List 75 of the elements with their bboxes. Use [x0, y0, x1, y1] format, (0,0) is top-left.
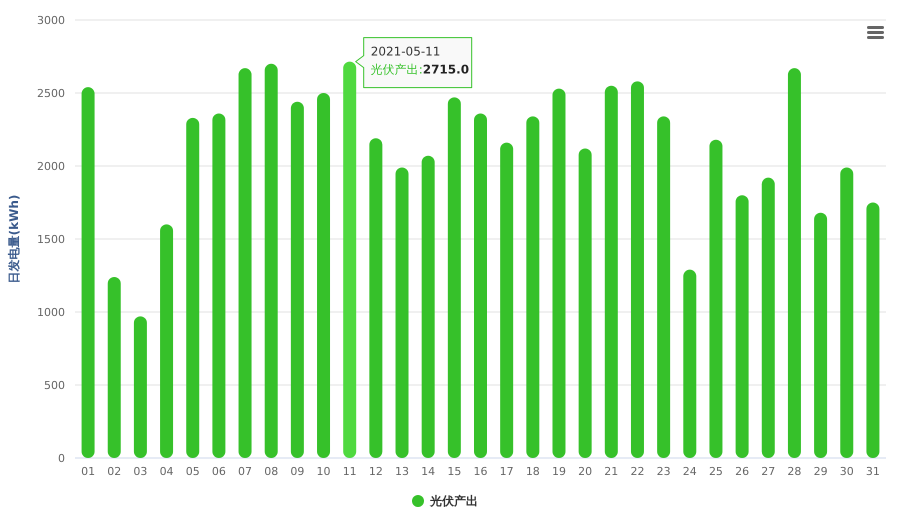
- bar: [578, 148, 592, 458]
- y-tick-label: 0: [58, 452, 65, 465]
- x-tick-label: 25: [708, 465, 723, 478]
- bar: [630, 81, 644, 458]
- x-tick-label: 11: [342, 465, 357, 478]
- bar: [840, 167, 854, 458]
- bar: [108, 276, 121, 458]
- legend: 光伏产出: [412, 494, 478, 508]
- x-tick-label: 02: [107, 465, 122, 478]
- x-tick-label: 19: [552, 465, 566, 478]
- bar: [369, 138, 382, 458]
- x-tick-label: 01: [81, 465, 96, 478]
- x-tick-label: 22: [630, 465, 644, 478]
- annotation: 光伏产出:2715.0: [370, 62, 470, 77]
- y-tick-label: 1000: [37, 306, 65, 319]
- x-tick-label: 21: [604, 465, 618, 478]
- y-tick-label: 3000: [37, 14, 65, 27]
- x-tick-label: 07: [238, 465, 252, 478]
- tooltip: 2021-05-11 光伏产出:2715.0: [355, 37, 472, 88]
- x-tick-label: 18: [526, 465, 540, 478]
- bar: [762, 178, 775, 458]
- bar: [604, 86, 618, 458]
- x-tick-label: 17: [500, 465, 514, 478]
- bar: [238, 68, 252, 458]
- x-tick-label: 26: [735, 465, 750, 478]
- bar: [264, 64, 278, 458]
- x-tick-label: 13: [395, 465, 410, 478]
- x-tick-label: 12: [368, 465, 383, 478]
- x-tick-label: 09: [290, 465, 304, 478]
- x-tick-label: 03: [133, 465, 148, 478]
- x-tick-label: 05: [186, 465, 200, 478]
- bar: [82, 87, 95, 458]
- bar: [500, 142, 514, 458]
- bar: [709, 140, 722, 458]
- x-tick-label: 10: [316, 465, 331, 478]
- legend-label: 光伏产出: [429, 494, 478, 508]
- y-axis-title: 日发电量(kWh): [7, 194, 21, 284]
- bar: [317, 93, 330, 458]
- x-tick-label: 28: [787, 465, 802, 478]
- x-tick-label: 08: [264, 465, 278, 478]
- bar: [814, 212, 828, 458]
- y-tick-label: 1500: [37, 233, 65, 246]
- x-tick-label: 31: [866, 465, 880, 478]
- bar: [526, 116, 540, 458]
- x-tick-label: 16: [474, 465, 488, 478]
- x-tick-label: 23: [656, 465, 671, 478]
- bar: [343, 62, 356, 458]
- bar: [657, 116, 670, 458]
- bar: [788, 68, 801, 458]
- x-tick-label: 30: [840, 465, 854, 478]
- x-tick-label: 14: [421, 465, 436, 478]
- y-tick-label: 2500: [37, 87, 65, 100]
- x-tick-label: 04: [160, 465, 174, 478]
- bar: [186, 118, 200, 458]
- bar: [736, 195, 749, 458]
- x-tick-label: 29: [814, 465, 828, 478]
- x-tick-label: 27: [761, 465, 776, 478]
- bar: [683, 270, 696, 458]
- bar: [212, 113, 226, 458]
- x-tick-label: 20: [578, 465, 592, 478]
- bar: [134, 316, 147, 458]
- bar: [448, 97, 461, 458]
- bar: [290, 102, 304, 458]
- y-tick-label: 2000: [37, 160, 65, 173]
- annotation: 2021-05-11: [370, 44, 440, 59]
- bar: [552, 88, 566, 458]
- x-tick-label: 06: [212, 465, 226, 478]
- bar: [866, 202, 880, 458]
- bar: [396, 167, 409, 458]
- bar: [422, 156, 435, 458]
- y-tick-label: 500: [44, 379, 65, 392]
- x-tick-label: 24: [682, 465, 697, 478]
- bar: [160, 224, 174, 458]
- bar: [474, 113, 487, 458]
- x-tick-label: 15: [447, 465, 462, 478]
